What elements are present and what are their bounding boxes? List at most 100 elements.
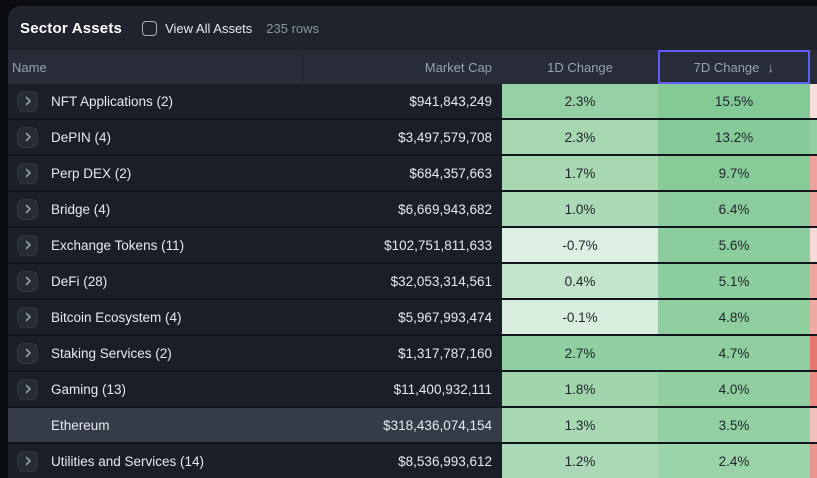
column-header-name[interactable]: Name (8, 50, 303, 84)
sector-name-cell: Gaming (13) (8, 372, 303, 408)
expand-row-button[interactable] (17, 90, 38, 112)
change-7d-cell: 15.5% (658, 84, 810, 120)
table-row[interactable]: DePIN (4) $3,497,579,708 2.3% 13.2% (8, 120, 817, 156)
expand-row-button[interactable] (17, 162, 38, 184)
change-1d-cell: 1.8% (502, 372, 658, 408)
view-all-assets-checkbox[interactable] (142, 20, 158, 36)
expand-row-button[interactable] (17, 198, 38, 220)
sector-name-cell: DePIN (4) (8, 120, 303, 156)
chevron-right-icon (25, 312, 31, 322)
sector-name-cell: Utilities and Services (14) (8, 444, 303, 478)
clipped-next-column-cell (810, 156, 817, 192)
table-row[interactable]: NFT Applications (2) $941,843,249 2.3% 1… (8, 84, 817, 120)
table-row[interactable]: Ethereum $318,436,074,154 1.3% 3.5% (8, 408, 817, 444)
sector-name-label: Staking Services (2) (51, 345, 172, 361)
chevron-right-icon (25, 204, 31, 214)
sector-name-cell: Perp DEX (2) (8, 156, 303, 192)
table-row[interactable]: Bridge (4) $6,669,943,682 1.0% 6.4% (8, 192, 817, 228)
change-1d-cell: 1.3% (502, 408, 658, 444)
clipped-next-column-cell (810, 228, 817, 264)
change-7d-cell: 13.2% (658, 120, 810, 156)
sector-name-label: Gaming (13) (51, 381, 127, 397)
sector-name-label: DeFi (28) (51, 273, 108, 289)
change-7d-cell: 6.4% (658, 192, 810, 228)
table-row[interactable]: Utilities and Services (14) $8,536,993,6… (8, 444, 817, 478)
clipped-next-column-cell (810, 444, 817, 478)
sector-name-cell: Bridge (4) (8, 192, 303, 228)
chevron-right-icon (25, 384, 31, 394)
expand-row-button[interactable] (17, 234, 38, 256)
sort-desc-arrow-icon: ↓ (767, 59, 775, 75)
sector-name-label: DePIN (4) (51, 129, 112, 145)
market-cap-cell: $6,669,943,682 (303, 192, 502, 228)
change-1d-cell: 2.3% (502, 84, 658, 120)
clipped-next-column-cell (810, 408, 817, 444)
change-1d-cell: 1.7% (502, 156, 658, 192)
clipped-next-column-cell (810, 192, 817, 228)
sector-assets-panel: Sector Assets View All Assets 235 rows N… (8, 6, 817, 478)
change-7d-cell: 9.7% (658, 156, 810, 192)
chevron-right-icon (25, 348, 31, 358)
clipped-next-column-cell (810, 336, 817, 372)
change-1d-cell: 1.0% (502, 192, 658, 228)
change-7d-cell: 5.1% (658, 264, 810, 300)
sector-name-cell: NFT Applications (2) (8, 84, 303, 120)
table-row[interactable]: Staking Services (2) $1,317,787,160 2.7%… (8, 336, 817, 372)
sector-name-label: NFT Applications (2) (51, 93, 174, 109)
change-1d-cell: 1.2% (502, 444, 658, 478)
change-1d-cell: -0.7% (502, 228, 658, 264)
table-header-row: Name Market Cap 1D Change 7D Change ↓ (8, 50, 817, 84)
clipped-next-column-cell (810, 372, 817, 408)
change-1d-cell: 2.7% (502, 336, 658, 372)
column-header-1d-change[interactable]: 1D Change (547, 59, 613, 75)
market-cap-cell: $1,317,787,160 (303, 336, 502, 372)
table-row[interactable]: Perp DEX (2) $684,357,663 1.7% 9.7% (8, 156, 817, 192)
change-1d-cell: 0.4% (502, 264, 658, 300)
sector-name-label: Ethereum (51, 417, 110, 433)
expand-row-button[interactable] (17, 342, 38, 364)
sector-name-label: Utilities and Services (14) (51, 453, 205, 469)
column-header-market-cap[interactable]: Market Cap (424, 59, 492, 75)
view-all-assets-label[interactable]: View All Assets (165, 20, 253, 36)
chevron-right-icon (25, 96, 31, 106)
sector-name-cell: Bitcoin Ecosystem (4) (8, 300, 303, 336)
sector-name-label: Exchange Tokens (11) (51, 237, 185, 253)
table-row[interactable]: Gaming (13) $11,400,932,111 1.8% 4.0% (8, 372, 817, 408)
expand-row-button[interactable] (17, 378, 38, 400)
expand-row-button[interactable] (17, 126, 38, 148)
chevron-right-icon (25, 168, 31, 178)
table-body: NFT Applications (2) $941,843,249 2.3% 1… (8, 84, 817, 478)
market-cap-cell: $11,400,932,111 (303, 372, 502, 408)
chevron-right-icon (25, 132, 31, 142)
change-1d-cell: 2.3% (502, 120, 658, 156)
chevron-right-icon (25, 276, 31, 286)
sector-name-cell: Ethereum (8, 408, 303, 444)
change-7d-cell: 4.8% (658, 300, 810, 336)
table-row[interactable]: Exchange Tokens (11) $102,751,811,633 -0… (8, 228, 817, 264)
column-header-7d-change[interactable]: 7D Change ↓ (658, 50, 810, 84)
change-1d-cell: -0.1% (502, 300, 658, 336)
page-title: Sector Assets (20, 19, 123, 37)
expand-row-button[interactable] (17, 270, 38, 292)
change-7d-cell: 3.5% (658, 408, 810, 444)
clipped-next-column-cell (810, 84, 817, 120)
clipped-next-column-cell (810, 300, 817, 336)
chevron-right-icon (25, 456, 31, 466)
expand-row-button[interactable] (17, 450, 38, 472)
table-row[interactable]: DeFi (28) $32,053,314,561 0.4% 5.1% (8, 264, 817, 300)
expand-row-button[interactable] (17, 306, 38, 328)
clipped-next-column-cell (810, 120, 817, 156)
market-cap-cell: $32,053,314,561 (303, 264, 502, 300)
row-count-badge: 235 rows (266, 20, 320, 36)
table-row[interactable]: Bitcoin Ecosystem (4) $5,967,993,474 -0.… (8, 300, 817, 336)
clipped-next-column-cell (810, 264, 817, 300)
column-header-clipped (810, 50, 817, 84)
market-cap-cell: $684,357,663 (303, 156, 502, 192)
change-7d-cell: 5.6% (658, 228, 810, 264)
market-cap-cell: $318,436,074,154 (303, 408, 502, 444)
panel-titlebar: Sector Assets View All Assets 235 rows (8, 6, 817, 50)
sector-name-cell: DeFi (28) (8, 264, 303, 300)
market-cap-cell: $941,843,249 (303, 84, 502, 120)
market-cap-cell: $8,536,993,612 (303, 444, 502, 478)
change-7d-cell: 4.7% (658, 336, 810, 372)
